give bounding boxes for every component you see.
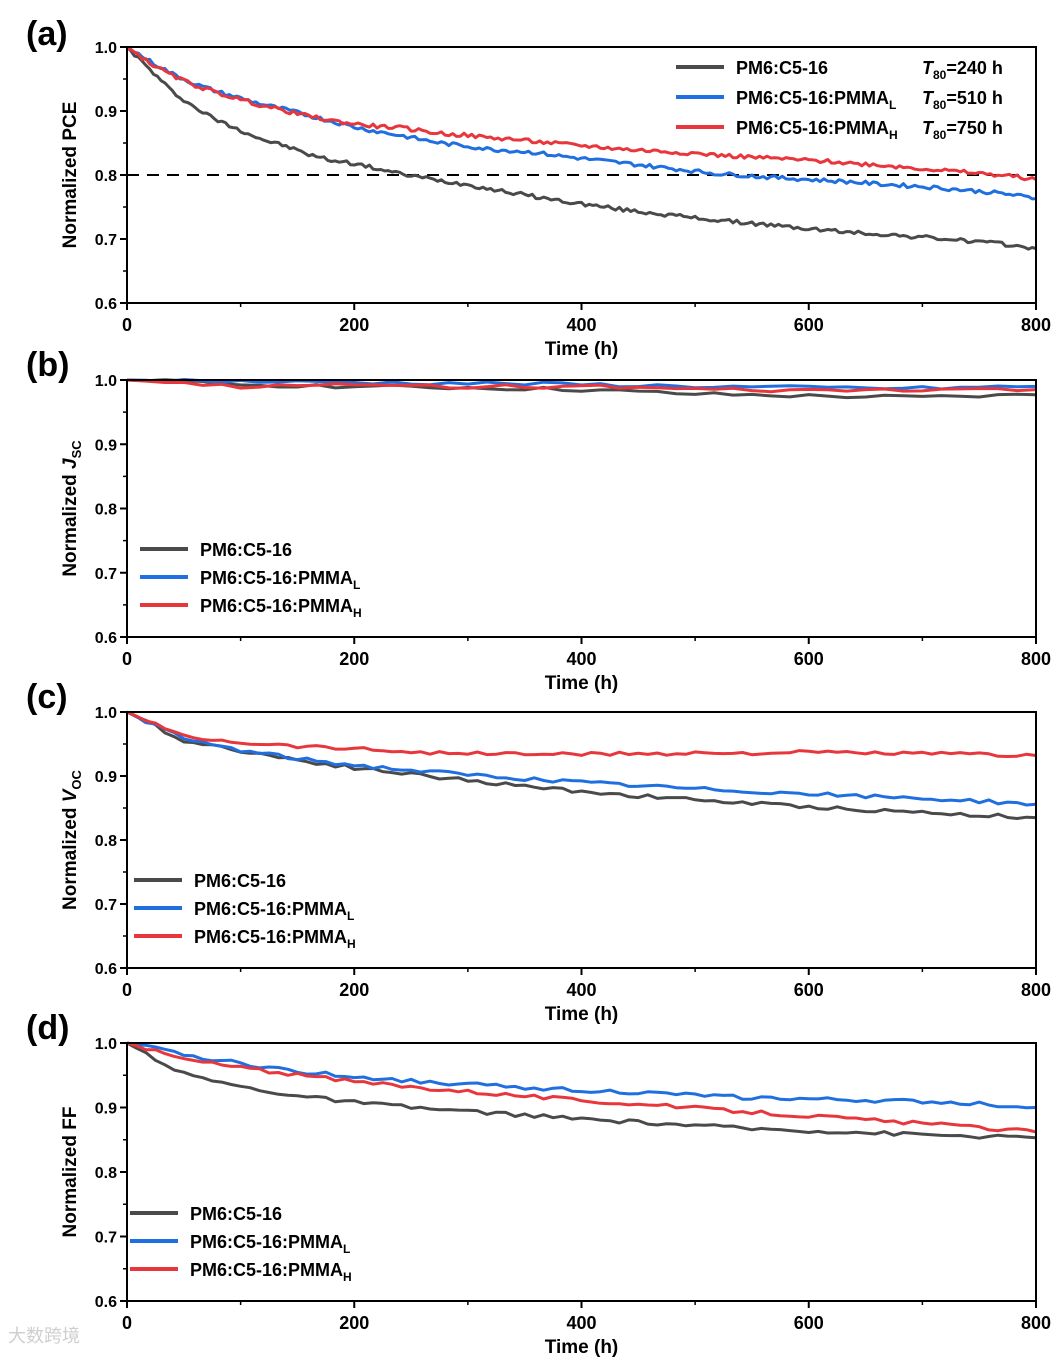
y-axis-label: Normalized FF: [60, 1107, 81, 1238]
legend-label: PM6:C5-16: [200, 540, 292, 560]
legend-t80-annotation: T80=240 h: [922, 58, 1003, 82]
x-tick-label: 800: [1021, 649, 1051, 669]
y-tick-label: 1.0: [95, 40, 117, 57]
panel-label: (d): [26, 1009, 69, 1047]
x-tick-label: 800: [1021, 980, 1051, 1000]
series-line-base: [125, 45, 1037, 251]
x-tick-label: 400: [566, 649, 596, 669]
y-tick-label: 0.8: [95, 168, 117, 185]
y-tick-label: 1.0: [95, 373, 117, 390]
watermark: 大数跨境: [8, 1326, 80, 1347]
y-tick-label: 0.7: [95, 566, 117, 583]
x-tick-label: 400: [566, 315, 596, 335]
legend-label: PM6:C5-16:PMMAH: [190, 1260, 352, 1284]
y-tick-label: 0.7: [95, 1230, 117, 1247]
series-line-base: [126, 378, 1037, 400]
y-tick-label: 1.0: [95, 1036, 117, 1053]
y-tick-label: 0.6: [95, 630, 117, 647]
series-line-pmma-h: [126, 378, 1037, 394]
series-line-pmma-h: [126, 710, 1037, 758]
x-tick-label: 200: [339, 315, 369, 335]
series-line-pmma-l: [126, 710, 1037, 807]
legend-label: PM6:C5-16:PMMAH: [200, 596, 362, 620]
x-tick-label: 200: [339, 1313, 369, 1333]
legend-label: PM6:C5-16:PMMAL: [190, 1232, 350, 1256]
x-tick-label: 200: [339, 649, 369, 669]
series-line-base: [126, 710, 1037, 820]
x-tick-label: 200: [339, 980, 369, 1000]
x-tick-label: 800: [1021, 1313, 1051, 1333]
legend-label: PM6:C5-16: [190, 1204, 282, 1224]
series-line-pmma-h: [126, 1041, 1037, 1134]
legend-label: PM6:C5-16:PMMAH: [194, 927, 356, 951]
series-line-pmma-l: [126, 1041, 1037, 1110]
legend-label: PM6:C5-16:PMMAL: [200, 568, 360, 592]
panel-d: 0 200 400 600 800 0.6 0.7 0.8 0.9 1.0 Time (h) Norm…: [26, 1009, 1051, 1358]
x-tick-label: 600: [794, 1313, 824, 1333]
y-tick-label: 1.0: [95, 705, 117, 722]
panel-a: 0 200 400 600 800 0.6 0.7 0.8 0.9 1.0 Time (h) Norm…: [26, 15, 1051, 360]
x-tick-label: 600: [794, 315, 824, 335]
x-tick-label: 400: [566, 1313, 596, 1333]
y-tick-label: 0.8: [95, 1165, 117, 1182]
legend-t80-annotation: T80=510 h: [922, 88, 1003, 112]
x-tick-label: 0: [122, 1313, 132, 1333]
x-tick-label: 0: [122, 980, 132, 1000]
y-axis-label: Normalized VOC: [60, 769, 84, 910]
legend-label: PM6:C5-16:PMMAL: [194, 899, 354, 923]
x-tick-label: 600: [794, 980, 824, 1000]
panel-c: 0 200 400 600 800 0.6 0.7 0.8 0.9 1.0 Time (h) Norm…: [26, 678, 1051, 1025]
y-tick-label: 0.6: [95, 296, 117, 313]
x-tick-label: 800: [1021, 315, 1051, 335]
x-tick-label: 0: [122, 315, 132, 335]
legend-label: PM6:C5-16:PMMAL: [736, 88, 896, 112]
legend-label: PM6:C5-16:PMMAH: [736, 118, 898, 142]
y-tick-label: 0.9: [95, 769, 117, 786]
plot-frame: [126, 46, 1037, 304]
x-axis-label: Time (h): [545, 339, 619, 360]
y-tick-label: 0.9: [95, 437, 117, 454]
legend-t80-annotation: T80=750 h: [922, 118, 1003, 142]
y-tick-label: 0.7: [95, 232, 117, 249]
series-line-pmma-h: [126, 45, 1037, 182]
y-axis-label: Normalized PCE: [60, 102, 81, 249]
series-line-pmma-l: [126, 45, 1037, 201]
y-tick-label: 0.6: [95, 1294, 117, 1311]
panel-b: 0 200 400 600 800 0.6 0.7 0.8 0.9 1.0 Time (h) Norm…: [26, 346, 1051, 694]
x-tick-label: 0: [122, 649, 132, 669]
x-axis-label: Time (h): [545, 1004, 619, 1025]
y-tick-label: 0.7: [95, 897, 117, 914]
x-tick-label: 600: [794, 649, 824, 669]
y-tick-label: 0.9: [95, 1101, 117, 1118]
panel-label: (c): [26, 678, 68, 716]
x-tick-label: 400: [566, 980, 596, 1000]
y-tick-label: 0.8: [95, 502, 117, 519]
legend-label: PM6:C5-16: [194, 871, 286, 891]
x-axis-label: Time (h): [545, 673, 619, 694]
y-tick-label: 0.8: [95, 833, 117, 850]
x-axis-label: Time (h): [545, 1337, 619, 1358]
y-tick-label: 0.9: [95, 104, 117, 121]
legend-label: PM6:C5-16: [736, 58, 828, 78]
panel-label: (a): [26, 15, 68, 53]
panel-label: (b): [26, 346, 69, 384]
series-line-base: [126, 1041, 1037, 1140]
y-axis-label: Normalized JSC: [60, 440, 84, 577]
y-tick-label: 0.6: [95, 961, 117, 978]
